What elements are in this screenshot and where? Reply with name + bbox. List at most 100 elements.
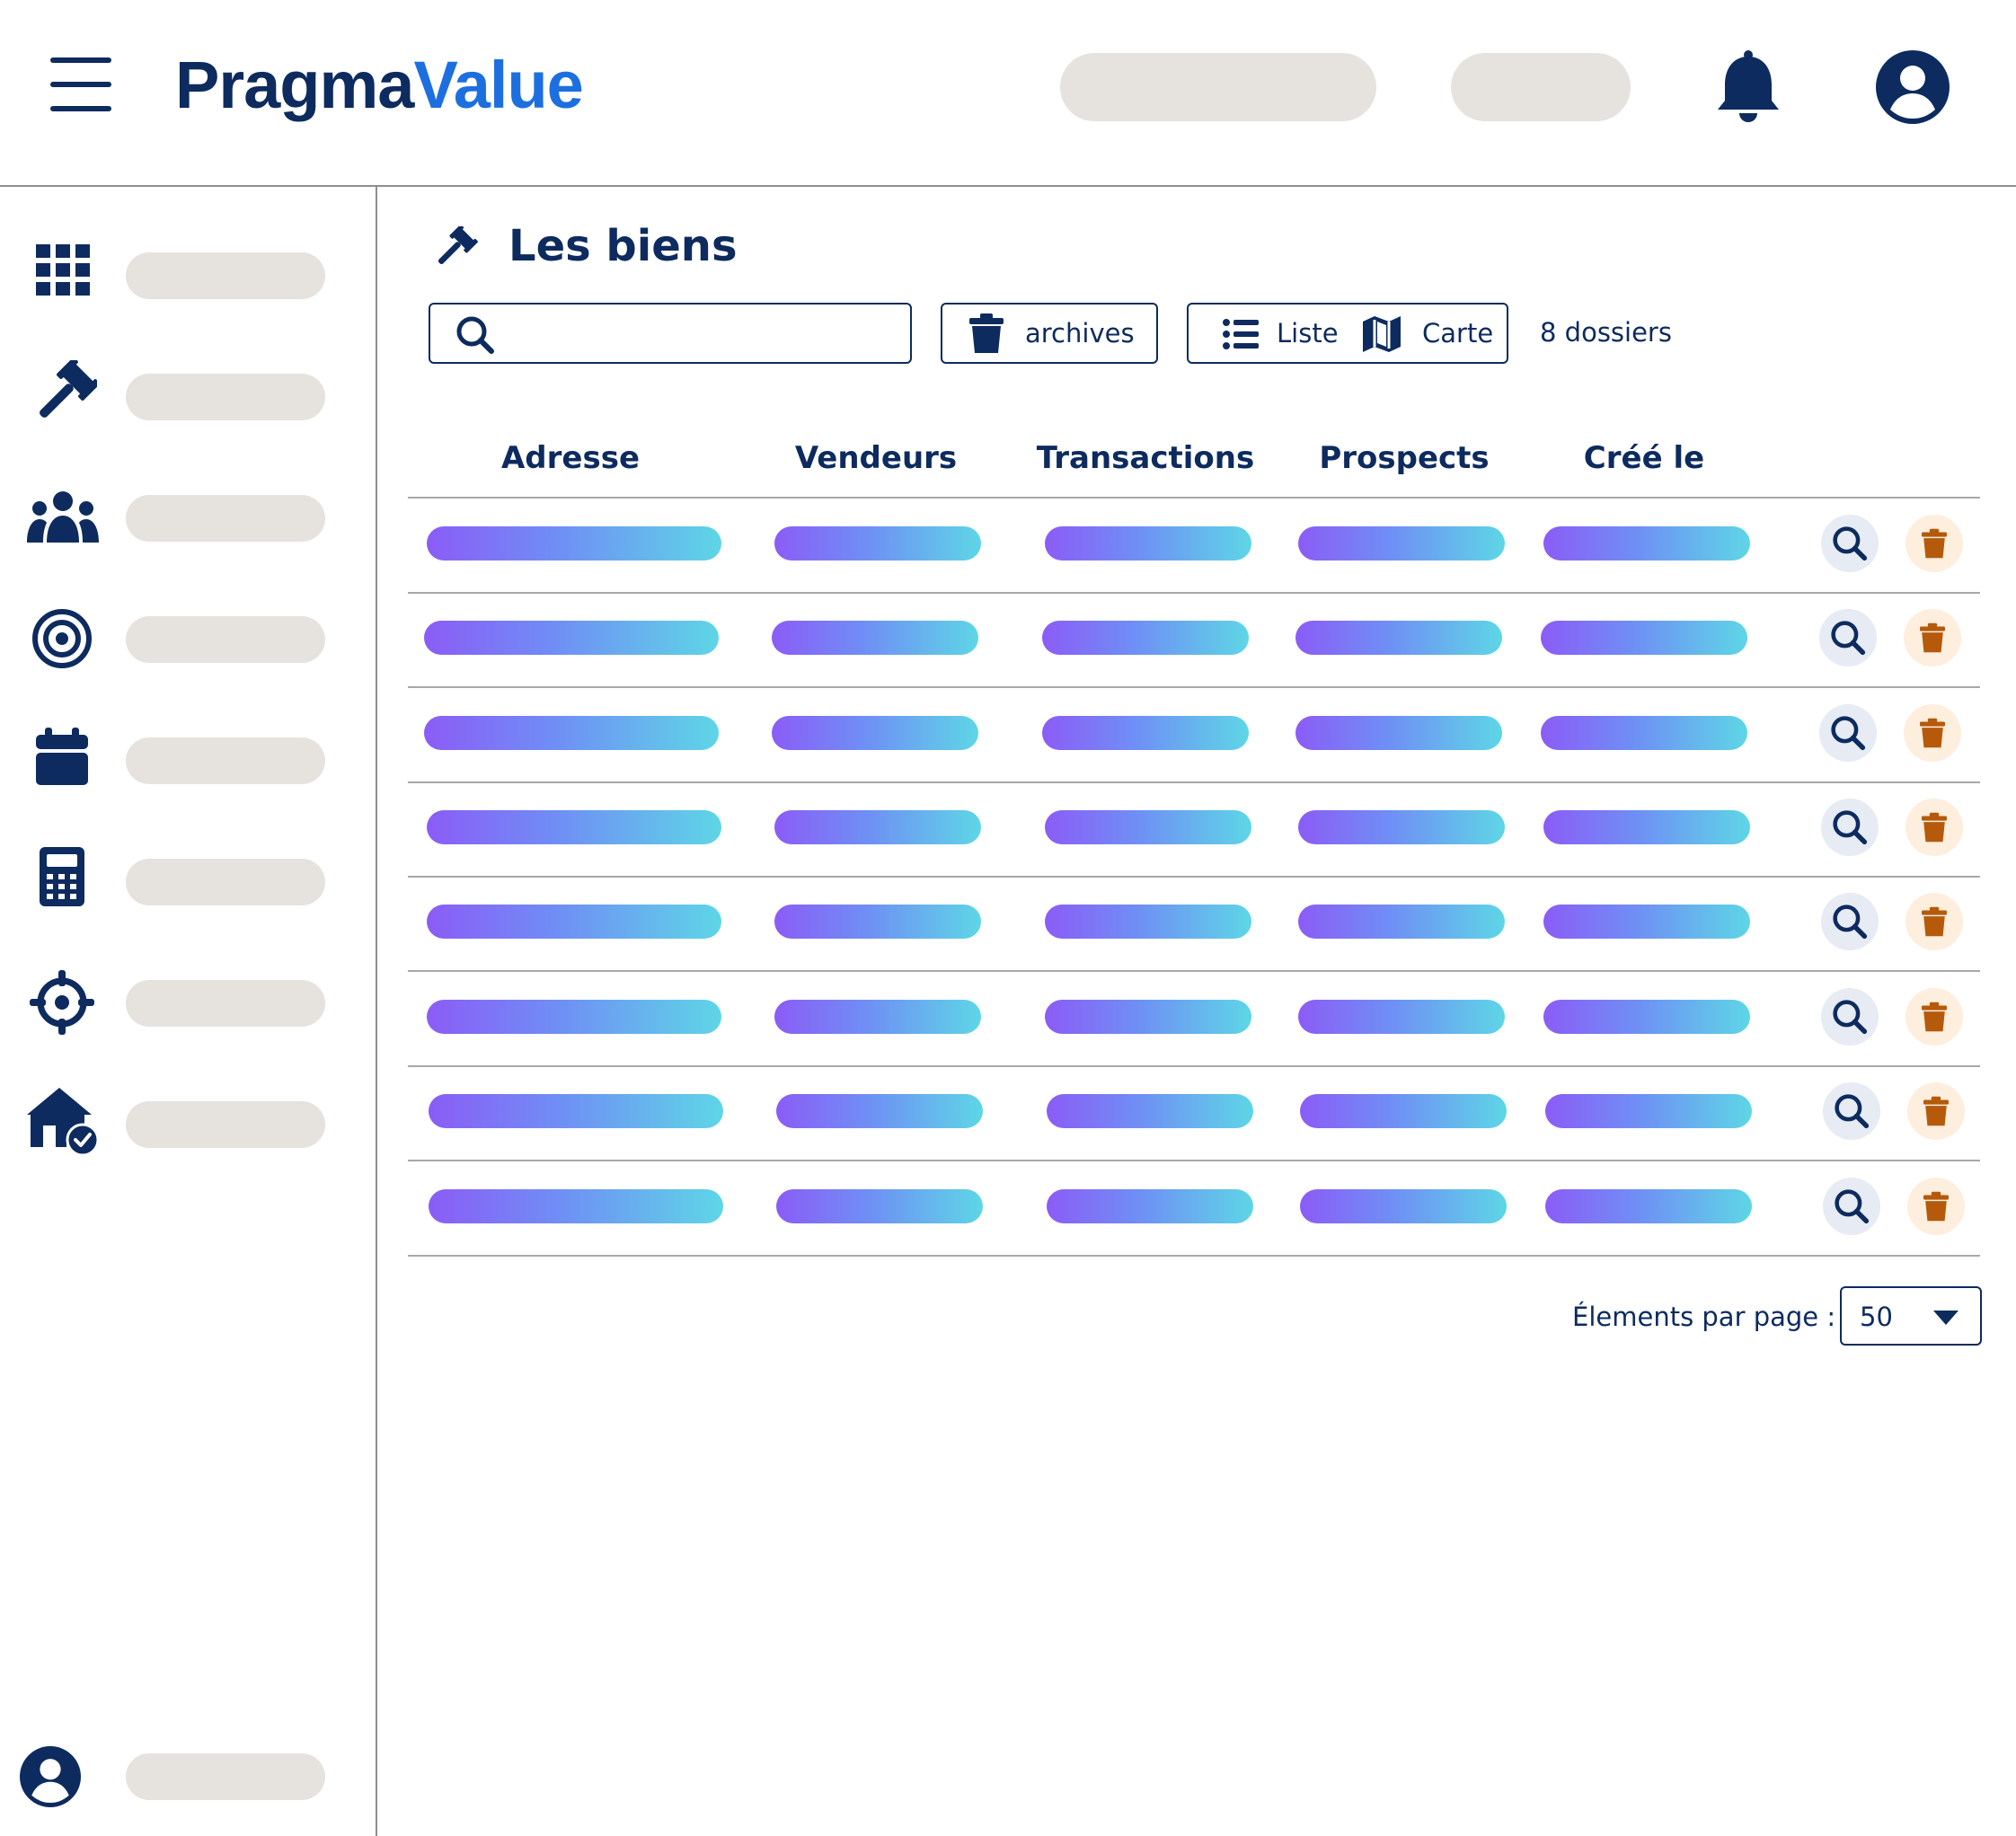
- page-title-icon gavel-icon: [429, 226, 478, 271]
- sidebar-footer-label-placeholder: [126, 1753, 325, 1800]
- list-icon: [1223, 319, 1259, 349]
- cell-vendeurs-skeleton: [774, 810, 981, 844]
- sidebar-item-label-placeholder: [126, 859, 325, 905]
- view-map-label: Carte: [1422, 318, 1494, 349]
- per-page-label: Élements par page :: [1572, 1302, 1836, 1332]
- cell-adresse-skeleton: [424, 621, 719, 655]
- cell-cree-le-skeleton: [1545, 1189, 1752, 1223]
- topbar-placeholder-narrow[interactable]: [1451, 53, 1631, 121]
- row-divider: [408, 1065, 1980, 1067]
- sidebar-footer-profile[interactable]: [0, 1734, 376, 1820]
- trash-icon: [1922, 528, 1947, 559]
- view-row-button[interactable]: [1821, 799, 1879, 856]
- delete-row-button[interactable]: [1905, 893, 1963, 950]
- cell-prospects-skeleton: [1298, 905, 1505, 939]
- cell-adresse-skeleton: [429, 1189, 723, 1223]
- cell-transactions-skeleton: [1047, 1189, 1253, 1223]
- cell-transactions-skeleton: [1042, 716, 1249, 750]
- trash-icon: [1923, 1191, 1949, 1222]
- view-row-button[interactable]: [1819, 704, 1877, 762]
- page-title: Les biens: [508, 221, 738, 271]
- delete-row-button[interactable]: [1904, 609, 1961, 666]
- trash-icon: [1920, 622, 1945, 653]
- view-toggle: Liste Carte: [1187, 303, 1508, 364]
- search-box[interactable]: [429, 303, 912, 364]
- row-divider: [408, 1255, 1980, 1257]
- view-row-button[interactable]: [1821, 893, 1879, 950]
- sidebar-item-mandats[interactable]: [0, 1081, 376, 1167]
- grid-icon: [36, 244, 90, 296]
- calendar-icon: [36, 728, 88, 785]
- sidebar-item-label-placeholder: [126, 980, 325, 1027]
- cell-adresse-skeleton: [427, 526, 721, 561]
- top-bar: PragmaValue: [0, 0, 2016, 186]
- hamburger-menu-icon[interactable]: [49, 56, 113, 113]
- calculator-icon: [40, 847, 84, 906]
- cell-vendeurs-skeleton: [774, 1000, 981, 1034]
- search-icon: [1834, 1093, 1870, 1129]
- delete-row-button[interactable]: [1907, 1082, 1965, 1140]
- cell-adresse-skeleton: [424, 716, 719, 750]
- sidebar: [0, 187, 376, 1836]
- view-row-button[interactable]: [1821, 515, 1879, 572]
- column-header-cree-le[interactable]: Créé le: [1583, 440, 1705, 476]
- sidebar-item-dashboard[interactable]: [0, 232, 376, 318]
- sidebar-item-label-placeholder: [126, 495, 325, 542]
- per-page-select[interactable]: 50: [1840, 1286, 1982, 1346]
- cell-cree-le-skeleton: [1543, 810, 1750, 844]
- delete-row-button[interactable]: [1905, 515, 1963, 572]
- sidebar-item-label-placeholder: [126, 616, 325, 663]
- trash-icon: [969, 313, 1004, 353]
- view-row-button[interactable]: [1819, 609, 1877, 666]
- cell-adresse-skeleton: [429, 1094, 723, 1128]
- column-header-prospects[interactable]: Prospects: [1319, 440, 1490, 476]
- sidebar-item-agenda[interactable]: [0, 717, 376, 803]
- column-header-transactions[interactable]: Transactions: [1036, 440, 1255, 476]
- row-divider: [408, 781, 1980, 783]
- cell-cree-le-skeleton: [1543, 1000, 1750, 1034]
- cell-vendeurs-skeleton: [772, 621, 978, 655]
- sidebar-item-prospection[interactable]: [0, 959, 376, 1046]
- topbar-divider: [0, 185, 2016, 187]
- column-header-vendeurs[interactable]: Vendeurs: [794, 440, 958, 476]
- search-icon: [1834, 1188, 1870, 1224]
- view-row-button[interactable]: [1821, 988, 1879, 1046]
- search-icon: [1832, 999, 1868, 1035]
- trash-icon: [1922, 1002, 1947, 1032]
- app-logo[interactable]: PragmaValue: [175, 45, 584, 126]
- cell-prospects-skeleton: [1298, 526, 1505, 561]
- sidebar-item-contacts[interactable]: [0, 474, 376, 561]
- sidebar-item-objectifs[interactable]: [0, 596, 376, 682]
- cell-transactions-skeleton: [1045, 905, 1251, 939]
- cell-transactions-skeleton: [1045, 526, 1251, 561]
- sidebar-item-biens[interactable]: [0, 353, 376, 439]
- view-row-button[interactable]: [1823, 1178, 1880, 1235]
- cell-prospects-skeleton: [1298, 810, 1505, 844]
- view-row-button[interactable]: [1823, 1082, 1880, 1140]
- logo-part-pragma: Pragma: [175, 48, 414, 122]
- search-input[interactable]: [506, 312, 896, 357]
- search-icon: [1830, 715, 1866, 751]
- delete-row-button[interactable]: [1905, 988, 1963, 1046]
- trash-icon: [1922, 812, 1947, 843]
- table-header-divider: [408, 497, 1980, 499]
- user-circle-icon: [20, 1746, 81, 1807]
- cell-transactions-skeleton: [1047, 1094, 1253, 1128]
- user-avatar-icon[interactable]: [1876, 50, 1950, 124]
- cell-cree-le-skeleton: [1541, 621, 1747, 655]
- archives-button[interactable]: archives: [941, 303, 1158, 364]
- results-count: 8 dossiers: [1540, 317, 1672, 348]
- delete-row-button[interactable]: [1905, 799, 1963, 856]
- view-map-button[interactable]: Carte: [1347, 305, 1507, 362]
- delete-row-button[interactable]: [1904, 704, 1961, 762]
- sidebar-item-calculs[interactable]: [0, 838, 376, 924]
- bell-icon[interactable]: [1714, 50, 1782, 126]
- cell-prospects-skeleton: [1295, 716, 1502, 750]
- cell-cree-le-skeleton: [1541, 716, 1747, 750]
- topbar-placeholder-wide[interactable]: [1060, 53, 1376, 121]
- column-header-adresse[interactable]: Adresse: [500, 440, 641, 476]
- delete-row-button[interactable]: [1907, 1178, 1965, 1235]
- view-list-button[interactable]: Liste: [1189, 305, 1347, 362]
- sidebar-divider: [376, 187, 377, 1836]
- cell-cree-le-skeleton: [1543, 905, 1750, 939]
